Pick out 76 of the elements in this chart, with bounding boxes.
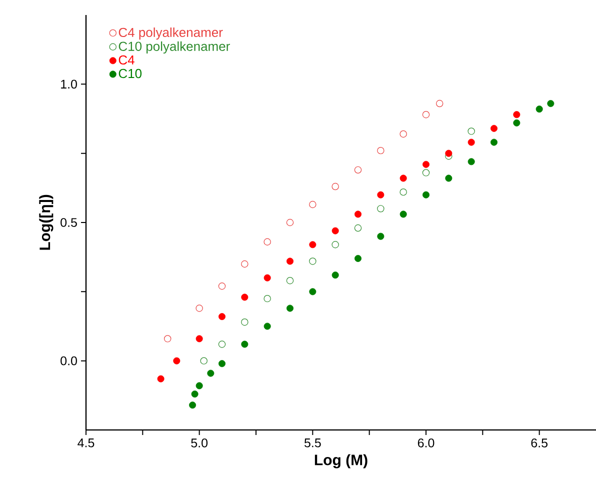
point (490, 138, 498, 146)
point (157, 375, 164, 382)
point (218, 313, 226, 320)
point (332, 182, 339, 190)
point (207, 370, 214, 377)
point (513, 111, 520, 118)
point (468, 138, 475, 146)
point (400, 174, 407, 182)
point (400, 188, 407, 196)
legend-label: C4 polyalkenamer (118, 27, 223, 40)
point (264, 274, 271, 282)
point (354, 254, 362, 262)
x-tick-label: 6.0 (418, 438, 434, 448)
y-tick-label: 1.0 (61, 80, 77, 89)
point (196, 335, 203, 342)
y-tick-label: 0.5 (60, 218, 77, 227)
point (445, 174, 452, 182)
point (536, 106, 543, 113)
point (164, 335, 172, 342)
point (468, 158, 475, 166)
y-axis-title: Log([η]) (39, 194, 54, 250)
point (400, 210, 407, 218)
point (264, 322, 271, 330)
point (218, 282, 226, 290)
point (332, 241, 339, 248)
point (354, 166, 362, 174)
point (377, 232, 384, 240)
point (241, 260, 248, 268)
point (189, 402, 196, 409)
point (377, 191, 384, 198)
point (173, 357, 180, 364)
point (436, 100, 444, 108)
point (241, 318, 248, 326)
point (309, 241, 316, 248)
point (241, 340, 248, 348)
point (468, 128, 475, 135)
point (196, 304, 203, 312)
point (332, 272, 339, 279)
point (264, 238, 271, 246)
point (490, 124, 498, 132)
x-axis-title: Log (M) (314, 454, 368, 468)
point (218, 340, 226, 348)
point (377, 205, 384, 212)
point (422, 169, 430, 176)
point (513, 119, 520, 126)
legend-label: C10 (118, 68, 142, 78)
point (354, 224, 362, 232)
point (422, 111, 430, 118)
point (200, 357, 208, 364)
point (309, 288, 316, 296)
point (218, 360, 226, 368)
point (286, 218, 294, 226)
point (400, 130, 407, 138)
point (354, 210, 362, 218)
point (196, 382, 203, 390)
point (445, 150, 452, 157)
point (264, 294, 271, 302)
point (191, 390, 198, 398)
point (422, 160, 430, 168)
x-tick-label: 5.0 (191, 438, 208, 448)
point (332, 227, 339, 234)
point (422, 191, 430, 198)
point (309, 258, 316, 265)
point (286, 277, 294, 284)
x-tick-label: 6.5 (531, 438, 548, 448)
point (241, 294, 248, 301)
x-tick-label: 4.5 (78, 438, 94, 448)
point (286, 304, 294, 312)
legend-label: C10 polyalkenamer (118, 41, 230, 54)
point (547, 100, 554, 108)
point (377, 146, 384, 154)
legend-label: C4 (118, 55, 134, 65)
y-tick-label: 0.0 (60, 356, 77, 366)
x-tick-label: 5.5 (304, 438, 321, 448)
point (309, 200, 316, 208)
point (286, 258, 294, 265)
